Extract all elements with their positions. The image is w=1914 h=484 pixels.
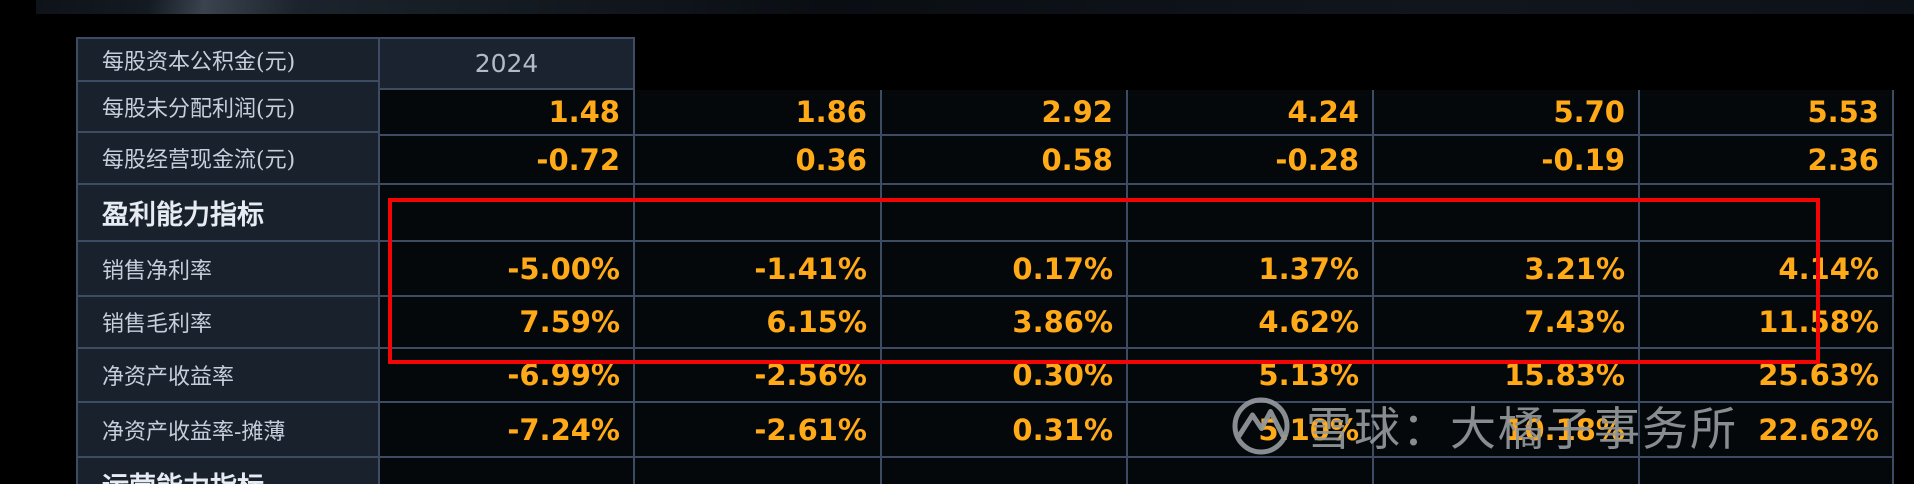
row-label: 销售毛利率 bbox=[76, 297, 380, 349]
table-cell: 3.21% bbox=[1374, 242, 1640, 297]
table-cell: 2.36 bbox=[1640, 136, 1894, 185]
table-cell: -1.41% bbox=[635, 242, 882, 297]
table-cell bbox=[882, 185, 1128, 242]
table-cell: 7.43% bbox=[1374, 297, 1640, 349]
row-label: 每股未分配利润(元) bbox=[76, 82, 380, 133]
watermark-text: 雪球：大橘子事务所 bbox=[1306, 402, 1738, 456]
table-cell: 4.62% bbox=[1128, 297, 1374, 349]
row-label: 净资产收益率-摊薄 bbox=[76, 403, 380, 458]
table-cell: 0.58 bbox=[882, 136, 1128, 185]
corner-label-cell: 每股资本公积金(元) bbox=[76, 37, 380, 82]
table-cell: 6.15% bbox=[635, 297, 882, 349]
xueqiu-logo-icon bbox=[1232, 397, 1290, 455]
table-cell: -7.24% bbox=[380, 403, 635, 458]
row-label: 盈利能力指标 bbox=[76, 185, 380, 242]
table-cell bbox=[635, 458, 882, 484]
table-cell: -5.00% bbox=[380, 242, 635, 297]
table-cell bbox=[380, 185, 635, 242]
table-cell: 4.14% bbox=[1640, 242, 1894, 297]
table-cell bbox=[1128, 458, 1374, 484]
table-cell: 0.36 bbox=[635, 136, 882, 185]
annotation-red-box bbox=[388, 198, 1820, 364]
table-cell: 2.92 bbox=[882, 90, 1128, 136]
table-cell: 5.70 bbox=[1374, 90, 1640, 136]
table-cell bbox=[1640, 185, 1894, 242]
table-cell: 0.17% bbox=[882, 242, 1128, 297]
table-cell: 0.31% bbox=[882, 403, 1128, 458]
table-cell: 1.37% bbox=[1128, 242, 1374, 297]
table-cell: -2.61% bbox=[635, 403, 882, 458]
table-cell: -0.19 bbox=[1374, 136, 1640, 185]
table-cell: 4.24 bbox=[1128, 90, 1374, 136]
table-cell bbox=[635, 185, 882, 242]
table-cell: 10.18% bbox=[1374, 403, 1640, 458]
table-cell: 1.48 bbox=[380, 90, 635, 136]
row-label: 运营能力指标 bbox=[76, 458, 380, 484]
table-cell bbox=[380, 458, 635, 484]
row-label: 销售净利率 bbox=[76, 242, 380, 297]
table-cell bbox=[1374, 458, 1640, 484]
table-cell bbox=[1128, 185, 1374, 242]
table-cell bbox=[1374, 185, 1640, 242]
table-cell: 3.86% bbox=[882, 297, 1128, 349]
table-cell: 22.62% bbox=[1640, 403, 1894, 458]
year-header-label: 2024 bbox=[474, 49, 539, 78]
table-cell: 11.58% bbox=[1640, 297, 1894, 349]
table-cell bbox=[1640, 458, 1894, 484]
table-cell bbox=[882, 458, 1128, 484]
year-header: 2024 bbox=[380, 37, 635, 90]
table-cell: 7.59% bbox=[380, 297, 635, 349]
row-label: 净资产收益率 bbox=[76, 349, 380, 403]
table-cell: 5.53 bbox=[1640, 90, 1894, 136]
row-label: 每股经营现金流(元) bbox=[76, 133, 380, 185]
table-cell: -0.72 bbox=[380, 136, 635, 185]
watermark: 雪球：大橘子事务所 bbox=[1230, 394, 1738, 458]
table-cell: -0.28 bbox=[1128, 136, 1374, 185]
table-cell: 1.86 bbox=[635, 90, 882, 136]
top-panel-edge bbox=[36, 0, 1914, 14]
